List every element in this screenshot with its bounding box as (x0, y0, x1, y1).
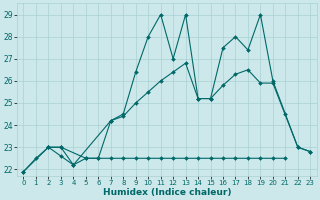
X-axis label: Humidex (Indice chaleur): Humidex (Indice chaleur) (103, 188, 231, 197)
